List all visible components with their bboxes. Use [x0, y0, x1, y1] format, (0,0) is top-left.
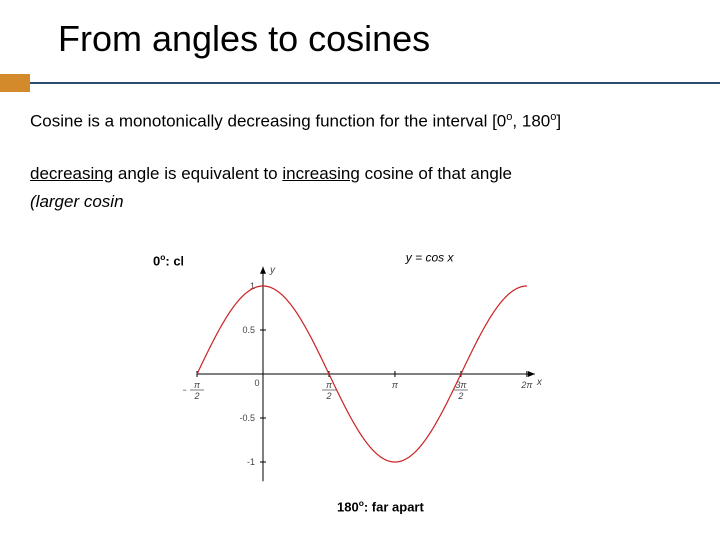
- p2-underline-2: increasing: [282, 164, 360, 183]
- svg-text:2: 2: [194, 391, 200, 401]
- annot-bot-a: 180: [337, 499, 359, 514]
- accent-box: [0, 74, 30, 92]
- p1-text-c: ]: [556, 112, 561, 131]
- title-area: From angles to cosines: [0, 0, 720, 60]
- divider-line: [30, 82, 720, 84]
- p3-italic: (larger cosin: [30, 192, 124, 211]
- annot-bot-b: : far apart: [364, 499, 424, 514]
- p2-text-b: angle is equivalent to: [113, 164, 282, 183]
- svg-text:y: y: [269, 265, 276, 276]
- svg-text:y = cos x: y = cos x: [405, 250, 455, 264]
- svg-text:π: π: [392, 380, 399, 390]
- paragraph-1: Cosine is a monotonically decreasing fun…: [30, 110, 692, 133]
- svg-text:2: 2: [325, 391, 331, 401]
- p1-text-a: Cosine is a monotonically decreasing fun…: [30, 112, 506, 131]
- p2-underline-1: decreasing: [30, 164, 113, 183]
- svg-text:2π: 2π: [520, 380, 533, 390]
- svg-text:0: 0: [254, 378, 259, 388]
- annotation-bottom: 180o: far apart: [337, 498, 424, 514]
- svg-text:x: x: [536, 377, 543, 388]
- svg-text:-1: -1: [247, 457, 255, 467]
- p2-text-d: cosine of that angle: [360, 164, 512, 183]
- svg-text:π: π: [194, 380, 201, 390]
- paragraph-2: decreasing angle is equivalent to increa…: [30, 163, 692, 185]
- paragraph-3: (larger cosin: [30, 191, 692, 213]
- svg-text:-0.5: -0.5: [239, 413, 255, 423]
- body-text: Cosine is a monotonically decreasing fun…: [0, 92, 720, 213]
- page-title: From angles to cosines: [58, 18, 720, 60]
- divider: [0, 74, 720, 92]
- chart-svg: −π20π2π3π22π10.5-0.5-1xyy = cos x: [183, 248, 573, 496]
- svg-text:2: 2: [457, 391, 463, 401]
- cosine-chart: −π20π2π3π22π10.5-0.5-1xyy = cos x: [183, 248, 573, 496]
- p1-text-b: , 180: [512, 112, 550, 131]
- svg-text:−: −: [183, 385, 187, 395]
- svg-text:0.5: 0.5: [242, 325, 255, 335]
